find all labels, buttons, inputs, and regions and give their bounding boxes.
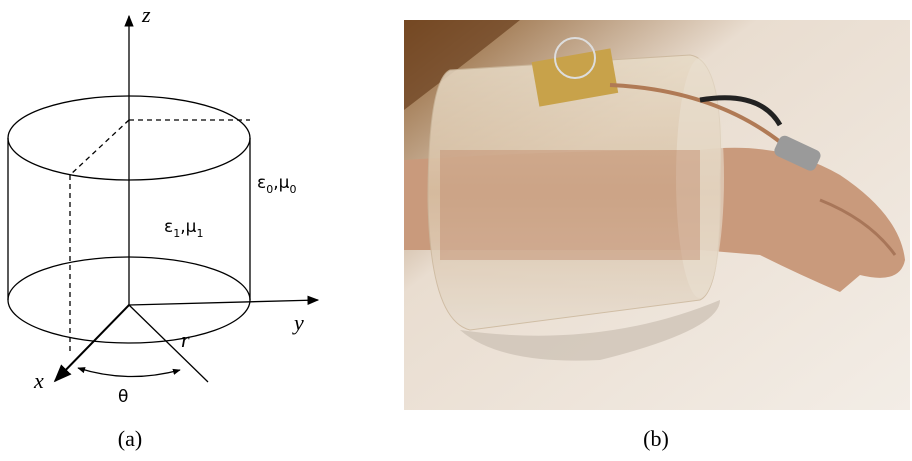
outer-medium-label: ε0,μ0 xyxy=(257,173,296,196)
r-line xyxy=(129,305,208,382)
z-label: z xyxy=(141,2,151,27)
theta-label: θ xyxy=(118,387,128,407)
x-label: x xyxy=(33,368,44,393)
y-axis xyxy=(129,300,318,305)
r-label: r xyxy=(181,327,190,352)
caption-a: (a) xyxy=(118,426,142,451)
photo xyxy=(404,20,910,410)
y-label: y xyxy=(292,310,304,335)
theta-arc xyxy=(78,368,180,377)
figure: z y x r θ ε0,μ0 ε1,μ1 (a) (b) xyxy=(0,0,912,461)
caption-b: (b) xyxy=(643,426,669,451)
cylinder-diagram xyxy=(8,16,318,382)
dashed-guides xyxy=(70,120,250,352)
inner-medium-label: ε1,μ1 xyxy=(164,217,203,240)
